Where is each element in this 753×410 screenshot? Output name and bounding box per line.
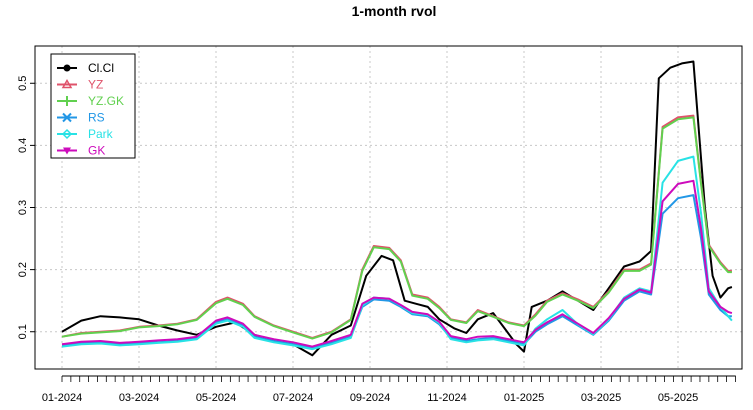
y-axis: 0.1 0.2 0.3 0.4 0.5 <box>17 76 35 339</box>
legend-label: Park <box>88 127 114 141</box>
legend-marker <box>63 64 71 72</box>
series-line-gk <box>61 179 733 348</box>
legend-marker <box>62 112 72 123</box>
legend-marker <box>63 147 71 155</box>
x-tick-label: 09-2024 <box>350 392 390 404</box>
series-line-cl-cl <box>61 60 733 357</box>
y-tick-label: 0.2 <box>17 262 29 277</box>
plot-frame <box>34 45 743 370</box>
y-tick-label: 0.5 <box>17 76 29 91</box>
y-tick-label: 0.4 <box>17 138 29 153</box>
legend-label: YZ <box>88 78 103 92</box>
x-tick-label: 11-2024 <box>427 392 467 404</box>
legend-label: YZ.GK <box>88 94 124 108</box>
chart-title: 1-month rvol <box>352 3 437 19</box>
legend-marker <box>61 78 73 89</box>
legend: Cl.Cl YZ YZ.GK RS Park GK <box>50 53 136 159</box>
grid <box>35 46 742 369</box>
y-tick-label: 0.3 <box>17 200 29 215</box>
legend-box <box>50 53 136 159</box>
legend-label: GK <box>88 144 105 158</box>
x-tick-label: 03-2024 <box>119 392 159 404</box>
x-tick-label: 03-2025 <box>581 392 621 404</box>
x-tick-label: 01-2025 <box>504 392 544 404</box>
legend-label: RS <box>88 111 105 125</box>
x-tick-label: 05-2025 <box>658 392 698 404</box>
series-layer <box>61 60 733 357</box>
series-line-park <box>61 155 733 351</box>
x-tick-label: 05-2024 <box>196 392 236 404</box>
legend-marker <box>62 96 72 106</box>
x-tick-label: 01-2024 <box>42 392 82 404</box>
legend-marker <box>61 128 73 140</box>
series-line-yz-gk <box>61 116 732 340</box>
legend-label: Cl.Cl <box>88 61 114 75</box>
y-tick-label: 0.1 <box>17 324 29 339</box>
x-axis: 01-2024 03-2024 05-2024 07-2024 09-2024 11-20… <box>42 375 736 404</box>
x-tick-label: 07-2024 <box>273 392 313 404</box>
